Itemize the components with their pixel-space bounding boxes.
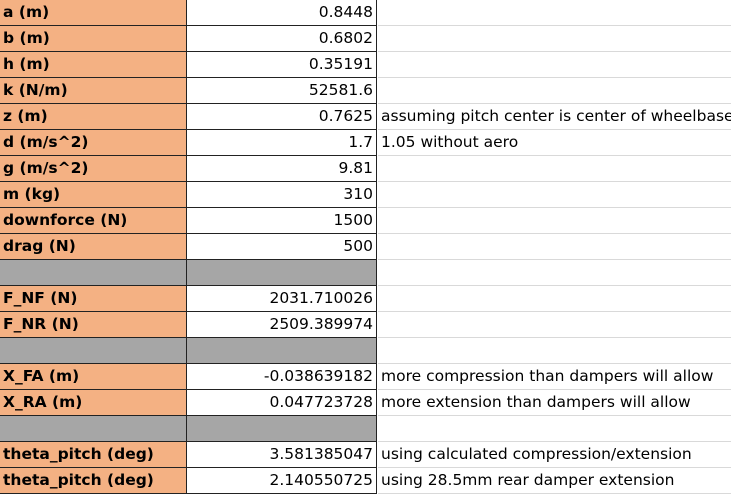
table-row: theta_pitch (deg) 2.140550725 using 28.5… — [0, 468, 731, 494]
value-cell[interactable]: 0.7625 — [187, 104, 377, 130]
label-cell[interactable]: h (m) — [0, 52, 187, 78]
label-cell[interactable]: X_RA (m) — [0, 390, 187, 416]
table-row: b (m) 0.6802 — [0, 26, 731, 52]
note-cell[interactable] — [378, 338, 731, 364]
table-row: h (m) 0.35191 — [0, 52, 731, 78]
separator-cell[interactable] — [187, 416, 377, 442]
value-cell[interactable]: 3.581385047 — [187, 442, 377, 468]
note-cell[interactable] — [378, 0, 731, 26]
note-cell[interactable] — [378, 234, 731, 260]
value-cell[interactable]: 2.140550725 — [187, 468, 377, 494]
value-cell[interactable]: 310 — [187, 182, 377, 208]
value-cell[interactable]: 0.047723728 — [187, 390, 377, 416]
table-row: X_RA (m) 0.047723728 more extension than… — [0, 390, 731, 416]
value-cell[interactable]: 52581.6 — [187, 78, 377, 104]
note-cell[interactable] — [378, 52, 731, 78]
note-cell[interactable]: using 28.5mm rear damper extension — [378, 468, 731, 494]
table-row: g (m/s^2) 9.81 — [0, 156, 731, 182]
label-cell[interactable]: m (kg) — [0, 182, 187, 208]
note-cell[interactable]: more extension than dampers will allow — [378, 390, 731, 416]
note-cell[interactable]: 1.05 without aero — [378, 130, 731, 156]
table-row: z (m) 0.7625 assuming pitch center is ce… — [0, 104, 731, 130]
value-cell[interactable]: 0.8448 — [187, 0, 377, 26]
value-cell[interactable]: 2031.710026 — [187, 286, 377, 312]
value-cell[interactable]: 0.35191 — [187, 52, 377, 78]
table-row: m (kg) 310 — [0, 182, 731, 208]
note-cell[interactable]: assuming pitch center is center of wheel… — [378, 104, 731, 130]
label-cell[interactable]: z (m) — [0, 104, 187, 130]
table-row: k (N/m) 52581.6 — [0, 78, 731, 104]
separator-cell[interactable] — [187, 338, 377, 364]
note-cell[interactable] — [378, 26, 731, 52]
table-row: F_NF (N) 2031.710026 — [0, 286, 731, 312]
value-cell[interactable]: -0.038639182 — [187, 364, 377, 390]
label-cell[interactable]: theta_pitch (deg) — [0, 442, 187, 468]
label-cell[interactable]: d (m/s^2) — [0, 130, 187, 156]
value-cell[interactable]: 9.81 — [187, 156, 377, 182]
note-cell[interactable]: using calculated compression/extension — [378, 442, 731, 468]
label-cell[interactable]: b (m) — [0, 26, 187, 52]
label-cell[interactable]: a (m) — [0, 0, 187, 26]
value-cell[interactable]: 0.6802 — [187, 26, 377, 52]
value-cell[interactable]: 2509.389974 — [187, 312, 377, 338]
label-cell[interactable]: k (N/m) — [0, 78, 187, 104]
table-row: d (m/s^2) 1.7 1.05 without aero — [0, 130, 731, 156]
note-cell[interactable] — [378, 208, 731, 234]
label-cell[interactable]: F_NF (N) — [0, 286, 187, 312]
table-row: drag (N) 500 — [0, 234, 731, 260]
separator-cell[interactable] — [187, 260, 377, 286]
separator-row — [0, 338, 731, 364]
table-row: F_NR (N) 2509.389974 — [0, 312, 731, 338]
value-cell[interactable]: 1500 — [187, 208, 377, 234]
note-cell[interactable] — [378, 286, 731, 312]
label-cell[interactable]: downforce (N) — [0, 208, 187, 234]
label-cell[interactable]: F_NR (N) — [0, 312, 187, 338]
label-cell[interactable]: drag (N) — [0, 234, 187, 260]
separator-row — [0, 260, 731, 286]
note-cell[interactable] — [378, 312, 731, 338]
label-cell[interactable]: theta_pitch (deg) — [0, 468, 187, 494]
label-cell[interactable]: X_FA (m) — [0, 364, 187, 390]
separator-row — [0, 416, 731, 442]
note-cell[interactable] — [378, 260, 731, 286]
table-row: downforce (N) 1500 — [0, 208, 731, 234]
separator-cell[interactable] — [0, 416, 187, 442]
note-cell[interactable] — [378, 182, 731, 208]
separator-cell[interactable] — [0, 260, 187, 286]
label-cell[interactable]: g (m/s^2) — [0, 156, 187, 182]
table-row: X_FA (m) -0.038639182 more compression t… — [0, 364, 731, 390]
note-cell[interactable] — [378, 78, 731, 104]
separator-cell[interactable] — [0, 338, 187, 364]
table-row: a (m) 0.8448 — [0, 0, 731, 26]
note-cell[interactable]: more compression than dampers will allow — [378, 364, 731, 390]
value-cell[interactable]: 1.7 — [187, 130, 377, 156]
note-cell[interactable] — [378, 416, 731, 442]
table-row: theta_pitch (deg) 3.581385047 using calc… — [0, 442, 731, 468]
note-cell[interactable] — [378, 156, 731, 182]
value-cell[interactable]: 500 — [187, 234, 377, 260]
